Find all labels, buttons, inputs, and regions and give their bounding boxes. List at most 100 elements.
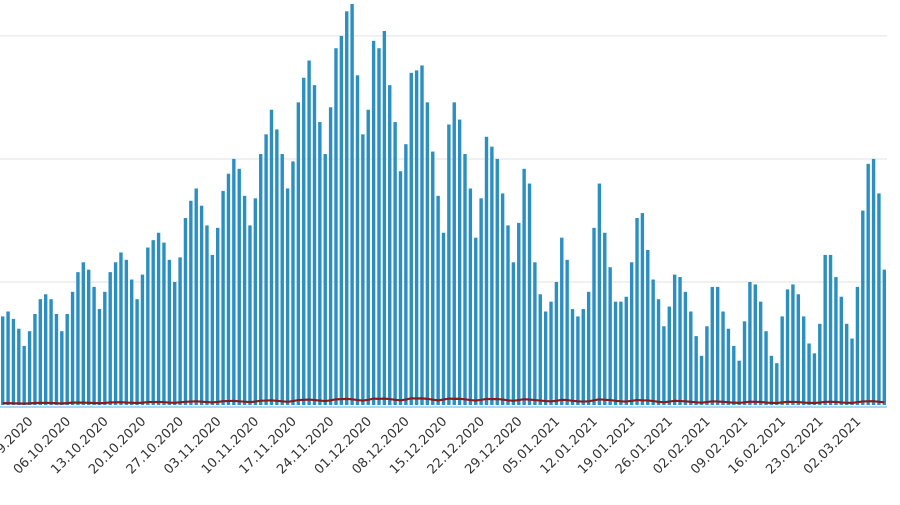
bar <box>839 296 844 405</box>
bar <box>431 151 435 405</box>
bar <box>377 48 381 405</box>
bar <box>194 188 198 405</box>
bar <box>581 309 585 405</box>
bar <box>769 355 774 405</box>
bar <box>758 301 763 405</box>
bar <box>861 210 865 405</box>
bar <box>130 279 134 405</box>
bar <box>715 286 720 405</box>
bar <box>850 338 854 405</box>
bar <box>167 259 172 405</box>
bar <box>801 316 806 405</box>
bar <box>479 198 483 405</box>
bar <box>662 326 666 405</box>
bar <box>791 284 795 405</box>
bar <box>210 254 215 405</box>
bar <box>11 318 16 405</box>
bar <box>146 247 150 405</box>
bar <box>629 262 634 405</box>
bar <box>646 249 650 405</box>
bar <box>371 40 376 405</box>
bar <box>866 163 870 405</box>
bar <box>27 331 32 405</box>
bar <box>38 299 43 405</box>
bar <box>667 306 671 405</box>
bar <box>216 227 220 405</box>
bar <box>517 222 521 405</box>
bar <box>398 171 403 405</box>
bar <box>538 294 542 405</box>
bar <box>656 299 661 405</box>
bar <box>635 218 639 405</box>
bar <box>312 85 317 405</box>
bar <box>463 154 467 405</box>
bar <box>113 262 118 405</box>
bar <box>259 154 263 405</box>
bar <box>807 343 811 405</box>
bar <box>103 291 107 405</box>
bar <box>226 173 231 405</box>
bar <box>737 360 741 405</box>
bar <box>242 195 247 405</box>
bar <box>221 190 225 405</box>
bar <box>576 316 580 405</box>
bar <box>441 232 446 405</box>
bar <box>511 262 516 405</box>
bar <box>382 31 387 405</box>
bar <box>586 291 591 405</box>
bar <box>457 119 462 405</box>
bar <box>275 129 279 405</box>
bar <box>468 188 473 405</box>
bar <box>871 158 876 405</box>
bar <box>640 213 645 405</box>
bar <box>269 109 274 405</box>
bar <box>785 289 790 405</box>
bar <box>742 321 747 405</box>
bar <box>339 35 344 405</box>
bar <box>619 301 623 405</box>
bar <box>264 134 268 405</box>
bar <box>527 183 532 405</box>
bar <box>140 274 145 405</box>
bar <box>205 225 209 405</box>
bar <box>549 301 553 405</box>
bar <box>823 254 827 405</box>
bar <box>732 345 736 405</box>
bar <box>764 331 768 405</box>
bar <box>248 225 252 405</box>
bar <box>490 146 494 405</box>
bar <box>608 267 612 405</box>
bar <box>65 313 69 405</box>
bar <box>328 107 333 405</box>
bar <box>812 353 817 405</box>
bar <box>533 262 537 405</box>
bar <box>22 345 26 405</box>
bar <box>232 158 236 405</box>
bar <box>543 311 548 405</box>
bar <box>54 313 59 405</box>
bar <box>474 237 478 405</box>
bar <box>81 262 86 405</box>
bar <box>366 109 370 405</box>
bar <box>613 301 618 405</box>
bar <box>124 259 129 405</box>
bar <box>818 323 822 405</box>
bar <box>6 311 10 405</box>
bar <box>253 198 258 405</box>
bar <box>603 232 607 405</box>
bar <box>162 242 166 405</box>
bar <box>49 299 53 405</box>
bar <box>565 259 569 405</box>
bar <box>323 154 327 405</box>
bar <box>834 277 838 405</box>
bar <box>151 240 155 405</box>
bar <box>119 252 123 405</box>
bar <box>70 291 75 405</box>
bar <box>414 70 419 405</box>
bar <box>156 232 161 405</box>
bar <box>361 134 365 405</box>
bar <box>710 286 714 405</box>
bar <box>199 205 204 405</box>
bar <box>108 272 112 405</box>
bar <box>296 102 301 405</box>
